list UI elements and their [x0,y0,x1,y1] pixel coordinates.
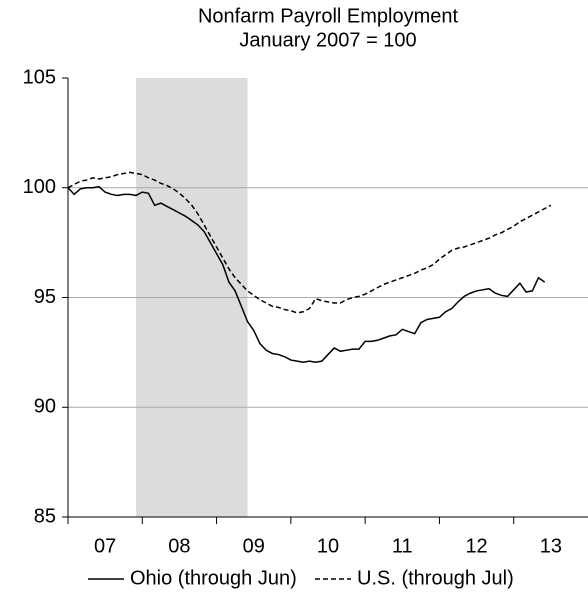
legend-label: U.S. (through Jul) [357,567,514,589]
x-tick-label: 08 [168,535,190,557]
chart-title: Nonfarm Payroll Employment [198,5,459,27]
x-tick-label: 10 [317,535,339,557]
series-line [67,171,552,314]
y-tick-label: 95 [34,286,56,308]
y-tick-label: 85 [34,505,56,527]
x-tick-label: 11 [392,535,413,557]
chart-subtitle: January 2007 = 100 [239,29,416,51]
x-tick-label: 07 [94,535,116,557]
series-line [67,185,546,364]
y-tick-label: 105 [23,66,56,88]
x-tick-label: 09 [243,535,265,557]
y-tick-label: 90 [34,396,56,418]
x-tick-label: 12 [465,535,487,557]
x-tick-label: 13 [540,535,562,557]
legend-label: Ohio (through Jun) [130,567,297,589]
y-tick-label: 100 [23,176,56,198]
